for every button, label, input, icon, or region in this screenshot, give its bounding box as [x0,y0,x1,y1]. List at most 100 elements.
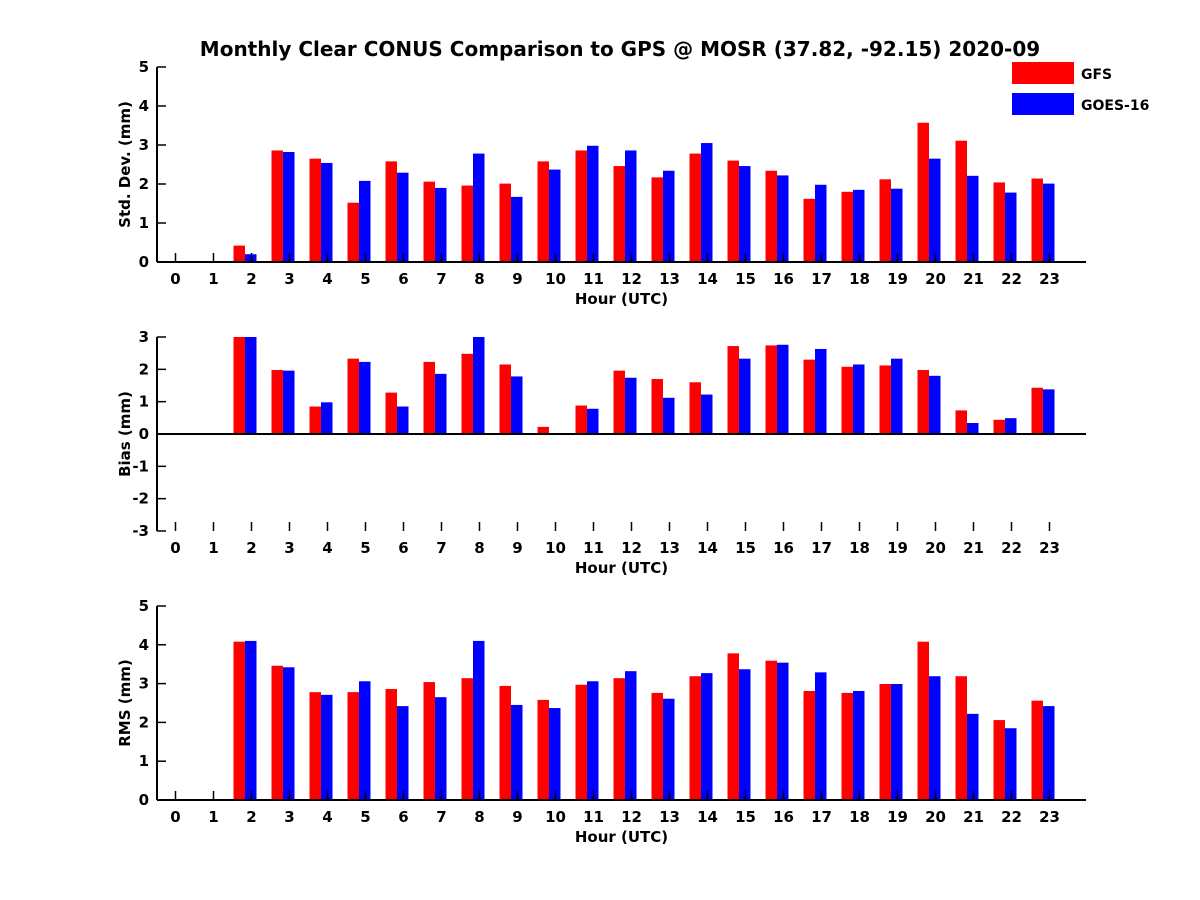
xtick-label-std-2: 2 [246,270,256,288]
legend-swatch-gfs [1012,62,1074,84]
xtick-label-std-13: 13 [659,270,680,288]
xtick-label-std-16: 16 [773,270,794,288]
bar-bias-goes16-h10 [587,408,599,434]
bar-bias-goes16-h18 [891,358,903,434]
bar-std-gfs-h17 [841,191,853,262]
xtick-label-rms-20: 20 [925,808,946,826]
bar-std-goes16-h13 [701,143,713,262]
xtick-label-rms-11: 11 [583,808,604,826]
bar-std-goes16-h6 [435,187,447,262]
bar-rms-goes16-h3 [321,694,333,800]
xlabel-bias: Hour (UTC) [575,559,668,577]
bar-bias-gfs-h5 [385,392,397,434]
bar-std-gfs-h9 [537,161,549,262]
ytick-label-bias--2: -2 [132,490,149,508]
xtick-label-bias-0: 0 [170,539,180,557]
xtick-label-rms-6: 6 [398,808,408,826]
xtick-label-rms-0: 0 [170,808,180,826]
ytick-label-rms-5: 5 [139,597,149,615]
bar-rms-goes16-h7 [473,640,485,800]
bar-std-gfs-h11 [613,166,625,262]
xtick-label-rms-21: 21 [963,808,984,826]
xtick-label-std-17: 17 [811,270,832,288]
bar-bias-goes16-h5 [397,406,409,434]
ytick-label-bias-2: 2 [139,360,149,378]
bar-std-goes16-h20 [967,175,979,262]
bar-bias-gfs-h4 [347,358,359,434]
bar-rms-goes16-h11 [625,671,637,800]
bar-std-gfs-h1 [233,245,245,262]
bar-std-gfs-h16 [803,198,815,262]
bar-bias-gfs-h11 [613,370,625,434]
bar-bias-gfs-h1 [233,337,245,434]
bar-rms-goes16-h17 [853,690,865,800]
xtick-label-bias-13: 13 [659,539,680,557]
bar-bias-gfs-h8 [499,364,511,434]
xtick-label-bias-19: 19 [887,539,908,557]
xtick-label-std-4: 4 [322,270,332,288]
xtick-label-std-21: 21 [963,270,984,288]
xtick-label-rms-13: 13 [659,808,680,826]
bar-std-goes16-h14 [739,166,751,262]
bar-rms-gfs-h9 [537,699,549,800]
xtick-label-bias-11: 11 [583,539,604,557]
bar-bias-goes16-h7 [473,337,485,434]
xtick-label-rms-15: 15 [735,808,756,826]
xtick-label-rms-2: 2 [246,808,256,826]
xtick-label-rms-23: 23 [1039,808,1060,826]
ytick-label-std-2: 2 [139,175,149,193]
bar-rms-gfs-h6 [423,682,435,800]
bar-bias-gfs-h16 [803,359,815,434]
bar-bias-gfs-h19 [917,369,929,434]
xtick-label-bias-2: 2 [246,539,256,557]
ytick-label-rms-0: 0 [139,791,149,809]
bar-rms-goes16-h20 [967,713,979,800]
bar-rms-goes16-h8 [511,704,523,800]
xtick-label-bias-5: 5 [360,539,370,557]
bar-rms-goes16-h14 [739,669,751,800]
xtick-label-bias-17: 17 [811,539,832,557]
xtick-label-std-5: 5 [360,270,370,288]
bar-std-gfs-h12 [651,177,663,262]
xtick-label-rms-17: 17 [811,808,832,826]
bar-bias-gfs-h21 [993,419,1005,434]
bar-std-goes16-h9 [549,169,561,262]
xtick-label-bias-6: 6 [398,539,408,557]
xtick-label-rms-9: 9 [512,808,522,826]
bar-rms-gfs-h13 [689,676,701,800]
bar-std-goes16-h5 [397,172,409,262]
bar-bias-gfs-h22 [1031,387,1043,434]
xtick-label-bias-18: 18 [849,539,870,557]
bar-rms-gfs-h22 [1031,700,1043,800]
legend-label-goes16: GOES-16 [1081,98,1149,114]
bar-bias-goes16-h1 [245,337,257,434]
bar-std-gfs-h18 [879,179,891,262]
bar-std-gfs-h5 [385,161,397,262]
xtick-label-std-9: 9 [512,270,522,288]
bar-bias-gfs-h9 [537,426,549,434]
bar-std-gfs-h14 [727,160,739,262]
xtick-label-bias-7: 7 [436,539,446,557]
xtick-label-std-14: 14 [697,270,718,288]
bar-std-gfs-h15 [765,170,777,262]
ytick-label-std-0: 0 [139,253,149,271]
bar-rms-gfs-h18 [879,683,891,800]
xtick-label-rms-7: 7 [436,808,446,826]
bar-bias-goes16-h11 [625,377,637,434]
xtick-label-bias-20: 20 [925,539,946,557]
ytick-label-std-5: 5 [139,58,149,76]
xtick-label-bias-23: 23 [1039,539,1060,557]
xtick-label-rms-18: 18 [849,808,870,826]
bar-rms-goes16-h9 [549,708,561,800]
bar-rms-gfs-h2 [271,665,283,800]
ytick-label-std-3: 3 [139,136,149,154]
bar-std-gfs-h7 [461,185,473,262]
bar-rms-goes16-h16 [815,672,827,800]
bar-std-gfs-h21 [993,182,1005,262]
bar-bias-goes16-h21 [1005,418,1017,434]
ylabel-bias: Bias (mm) [116,391,134,477]
bar-rms-goes16-h15 [777,662,789,800]
xtick-label-rms-3: 3 [284,808,294,826]
bar-bias-goes16-h14 [739,358,751,434]
